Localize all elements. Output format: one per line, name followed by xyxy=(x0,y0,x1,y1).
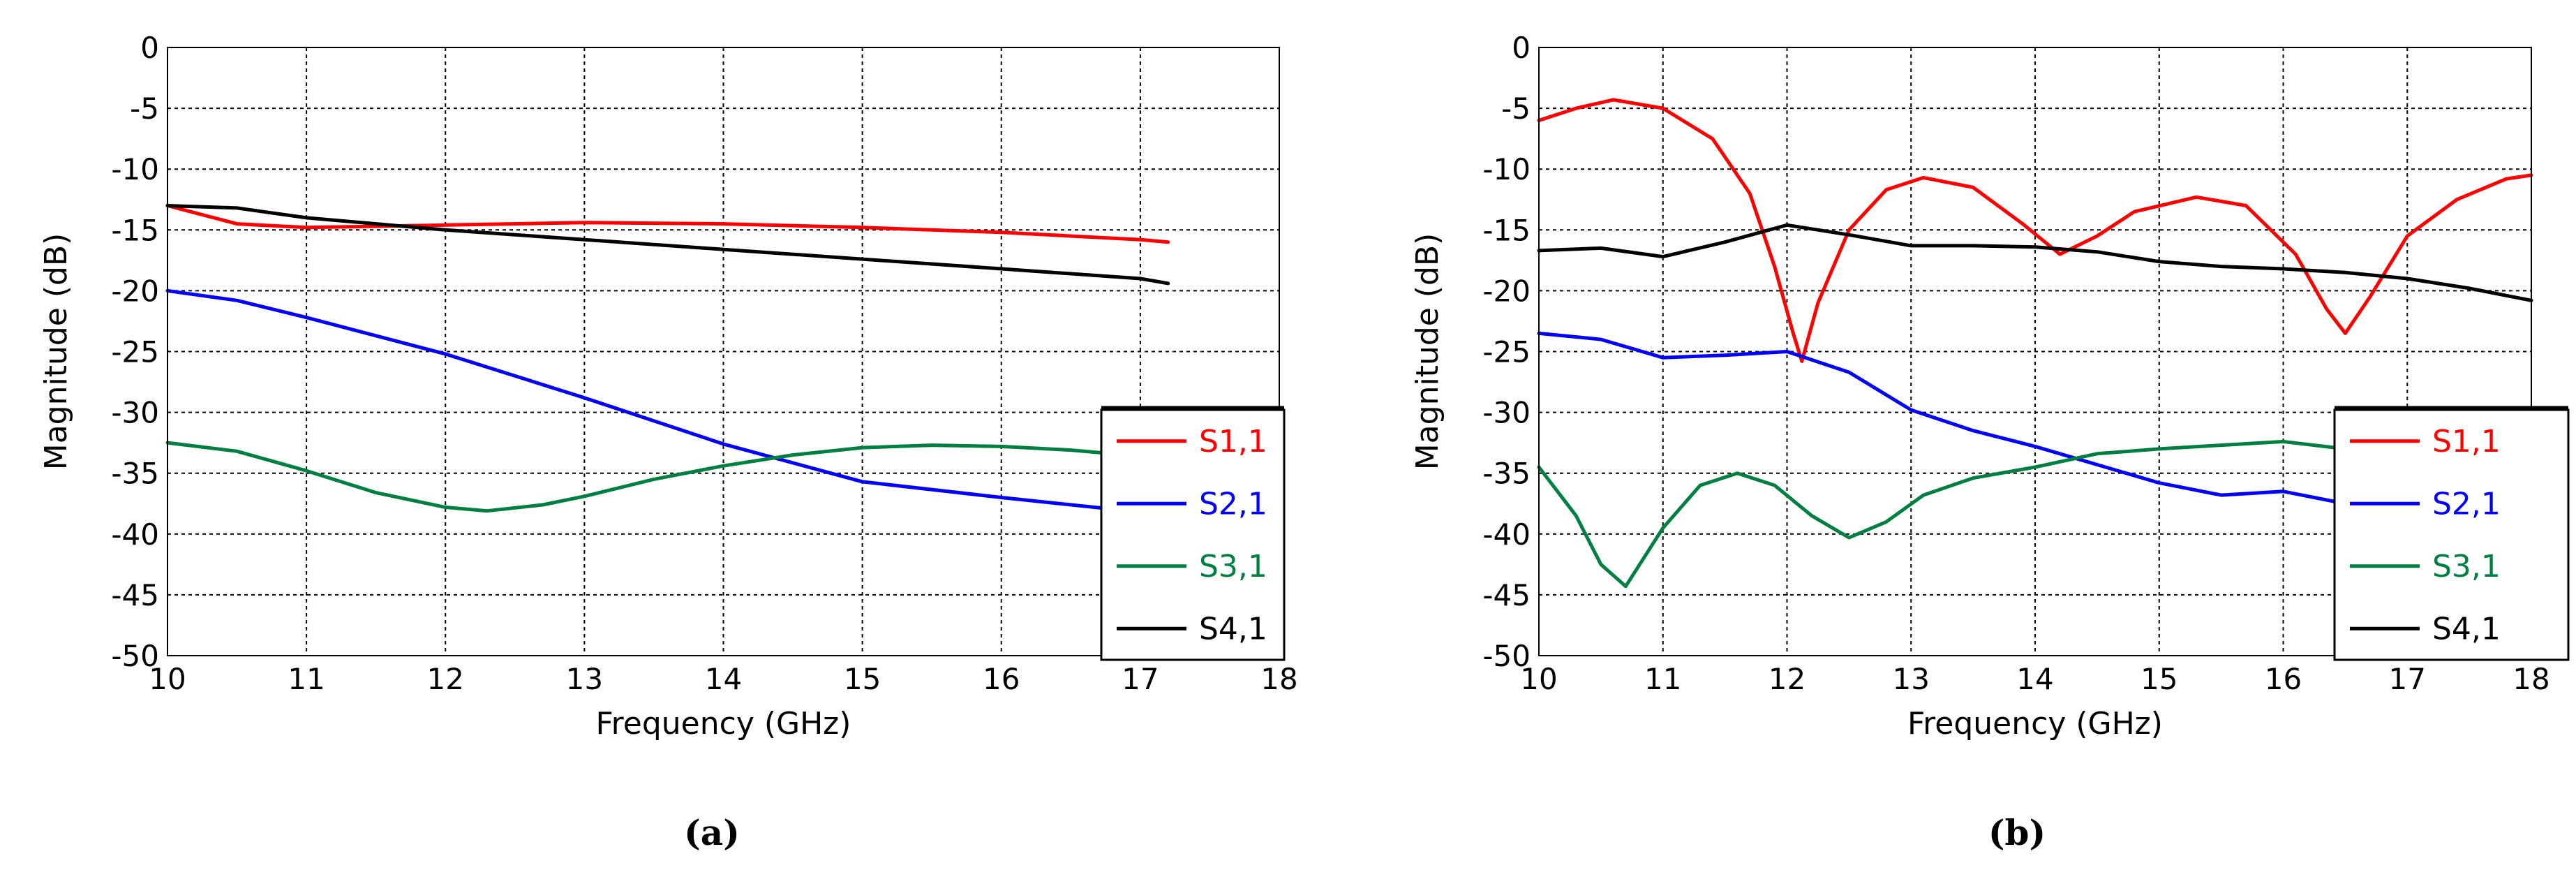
legend-label: S2,1 xyxy=(2432,486,2501,522)
x-tick-label: 12 xyxy=(1769,662,1806,696)
y-tick-label: -20 xyxy=(1482,274,1531,308)
y-tick-label: -5 xyxy=(130,91,159,126)
series-line-s1-1-b xyxy=(1537,98,2533,363)
legend-label: S4,1 xyxy=(2432,611,2501,647)
legend-label: S1,1 xyxy=(2432,424,2501,459)
y-tick-label: -15 xyxy=(1482,213,1531,247)
y-tick-label: -10 xyxy=(111,152,159,186)
x-tick-label: 13 xyxy=(1893,662,1930,696)
y-tick-label: 0 xyxy=(140,31,159,65)
panel-a: Magnitude (dB) Frequency (GHz) (a) 10 11 1… xyxy=(38,31,1298,853)
x-axis-title-b: Frequency (GHz) xyxy=(1907,706,2163,742)
x-tick-label: 11 xyxy=(288,662,325,696)
legend-b: S1,1 S2,1 S3,1 S4,1 xyxy=(2333,406,2570,661)
y-tick-label: -45 xyxy=(111,578,159,612)
legend-box xyxy=(2333,408,2570,661)
legend-label: S3,1 xyxy=(2432,549,2501,584)
y-tick-label: -10 xyxy=(1482,152,1531,186)
x-tick-label: 18 xyxy=(1260,662,1297,696)
plot-frame-b xyxy=(1538,47,2532,656)
x-tick-label: 17 xyxy=(2389,662,2426,696)
plot-frame-a xyxy=(167,47,1280,656)
x-tick-label: 10 xyxy=(149,662,186,696)
y-tick-label: -40 xyxy=(1482,517,1531,552)
x-tick-label: 10 xyxy=(1520,662,1557,696)
x-tick-label: 15 xyxy=(844,662,881,696)
y-axis-title-b: Magnitude (dB) xyxy=(1410,233,1445,471)
series-line-s4-1-b xyxy=(1537,223,2533,302)
series-line-s1-1-a xyxy=(165,204,1170,244)
y-tick-label: -45 xyxy=(1482,578,1531,612)
panel-b: Magnitude (dB) Frequency (GHz) (b) 10 11 1… xyxy=(1410,31,2570,853)
x-tick-label: 11 xyxy=(1644,662,1681,696)
series-line-s3-1-a xyxy=(165,441,1170,513)
x-tick-label: 16 xyxy=(2265,662,2302,696)
legend-label: S3,1 xyxy=(1199,549,1267,584)
x-tick-label: 17 xyxy=(1122,662,1159,696)
x-tick-label: 15 xyxy=(2141,662,2177,696)
y-tick-label: 0 xyxy=(1512,31,1531,65)
y-tick-label: -25 xyxy=(111,335,159,369)
series-line-s4-1-a xyxy=(165,204,1170,286)
legend-label: S2,1 xyxy=(1199,486,1267,522)
x-tick-label: 14 xyxy=(705,662,742,696)
y-tick-label: -40 xyxy=(111,517,159,552)
legend-label: S4,1 xyxy=(1199,611,1267,647)
y-tick-label: -30 xyxy=(1482,396,1531,430)
series-line-s2-1-b xyxy=(1537,331,2409,518)
y-tick-label: -25 xyxy=(1482,335,1531,369)
x-tick-label: 18 xyxy=(2512,662,2549,696)
legend-a: S1,1 S2,1 S3,1 S4,1 xyxy=(1100,406,1286,661)
y-tick-label: -50 xyxy=(111,639,159,673)
series-line-s2-1-a xyxy=(165,288,1170,518)
y-tick-label: -15 xyxy=(111,213,159,247)
x-axis-title-a: Frequency (GHz) xyxy=(596,706,851,742)
y-tick-label: -20 xyxy=(111,274,159,308)
y-tick-label: -5 xyxy=(1501,91,1531,126)
y-tick-label: -30 xyxy=(111,396,159,430)
y-tick-label: -50 xyxy=(1482,639,1531,673)
x-tick-label: 16 xyxy=(983,662,1020,696)
y-tick-label: -35 xyxy=(1482,457,1531,491)
y-axis-title-a: Magnitude (dB) xyxy=(38,233,74,471)
legend-label: S1,1 xyxy=(1199,424,1267,459)
series-line-s3-1-b xyxy=(1537,439,2409,589)
panel-caption-a: (a) xyxy=(684,812,740,853)
x-tick-label: 14 xyxy=(2016,662,2053,696)
y-tick-label: -35 xyxy=(111,457,159,491)
panel-caption-b: (b) xyxy=(1988,812,2046,853)
legend-box xyxy=(1100,408,1286,661)
x-tick-label: 13 xyxy=(566,662,603,696)
x-tick-label: 12 xyxy=(427,662,464,696)
